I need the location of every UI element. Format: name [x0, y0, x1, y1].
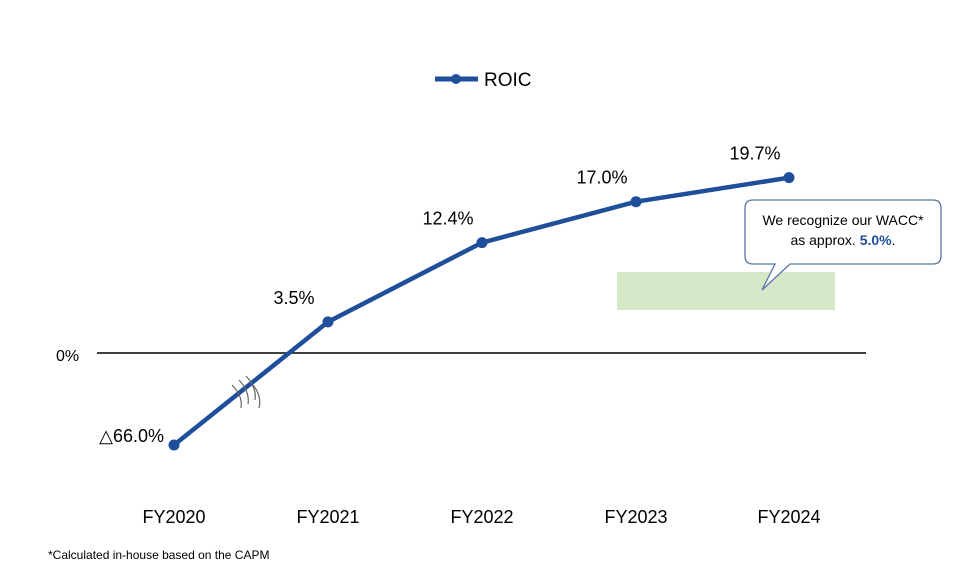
x-tick-label-fy2022: FY2022 — [450, 507, 513, 527]
footnote: *Calculated in-house based on the CAPM — [48, 548, 270, 562]
value-label-fy2020: △66.0% — [99, 426, 164, 446]
data-point-fy2022 — [476, 237, 488, 249]
legend-marker-swatch — [451, 74, 461, 84]
roic-series-line — [172, 175, 790, 447]
data-point-fy2020 — [168, 439, 180, 451]
value-label-fy2021: 3.5% — [273, 288, 314, 308]
wacc-value: 5.0% — [859, 232, 892, 248]
wacc-callout-text: We recognize our WACC* as approx. 5.0%. — [745, 210, 941, 250]
x-tick-label-fy2020: FY2020 — [142, 507, 205, 527]
x-tick-label-fy2023: FY2023 — [604, 507, 667, 527]
value-label-fy2022: 12.4% — [422, 209, 473, 229]
callout-line-2-prefix: as approx. — [790, 232, 860, 248]
x-tick-label-fy2021: FY2021 — [296, 507, 359, 527]
axis-break-mark — [231, 375, 261, 409]
data-point-fy2021 — [322, 316, 334, 328]
legend: ROIC — [435, 70, 532, 91]
wacc-band — [617, 272, 835, 310]
callout-line-1: We recognize our WACC* — [762, 212, 924, 228]
callout-line-2: as approx. 5.0%. — [745, 230, 941, 250]
value-label-fy2023: 17.0% — [576, 168, 627, 188]
zero-axis-label: 0% — [56, 348, 79, 365]
legend-label-roic: ROIC — [484, 70, 532, 91]
value-label-fy2024: 19.7% — [729, 144, 780, 164]
callout-line-2-suffix: . — [891, 232, 896, 248]
data-point-fy2023 — [630, 196, 642, 208]
wacc-callout-bubble — [744, 199, 942, 291]
x-tick-label-fy2024: FY2024 — [757, 507, 820, 527]
data-point-fy2024 — [783, 172, 795, 184]
